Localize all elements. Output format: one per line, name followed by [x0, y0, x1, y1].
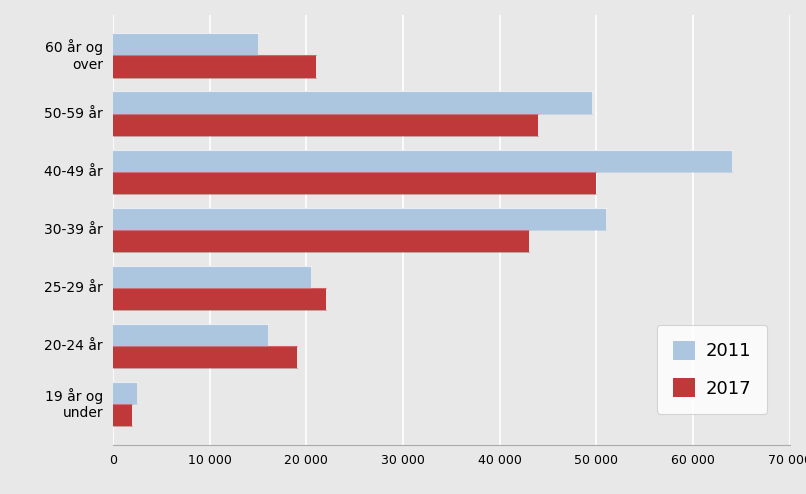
Bar [113, 207, 606, 230]
Bar [113, 324, 268, 346]
Bar [113, 382, 137, 404]
Bar [113, 346, 297, 368]
Bar [113, 230, 529, 252]
Legend: 2011, 2017: 2011, 2017 [657, 325, 767, 414]
Bar [113, 404, 132, 426]
Bar [113, 171, 596, 194]
Bar [113, 34, 258, 55]
Bar [113, 150, 732, 171]
Bar [113, 55, 316, 78]
Bar [113, 266, 311, 288]
Bar [113, 114, 538, 136]
Bar [113, 91, 592, 114]
Bar [113, 288, 326, 310]
